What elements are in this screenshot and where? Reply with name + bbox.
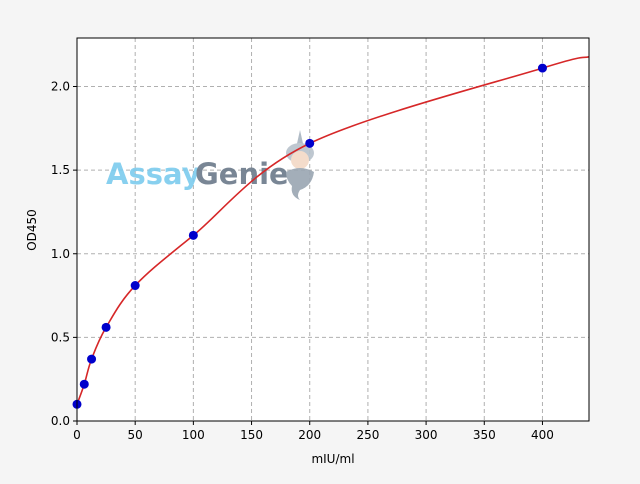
x-tick-label: 150 bbox=[240, 428, 263, 442]
x-tick-label: 350 bbox=[473, 428, 496, 442]
x-tick-label: 400 bbox=[531, 428, 554, 442]
data-point bbox=[130, 281, 140, 291]
y-axis-label: OD450 bbox=[25, 209, 39, 251]
data-point bbox=[188, 230, 198, 240]
y-tick-label: 0.0 bbox=[51, 414, 70, 428]
x-tick-label: 0 bbox=[73, 428, 81, 442]
y-tick-label: 1.5 bbox=[51, 163, 70, 177]
x-tick-label: 200 bbox=[298, 428, 321, 442]
data-point bbox=[101, 322, 111, 332]
plot-area bbox=[77, 38, 589, 421]
x-tick-label: 100 bbox=[182, 428, 205, 442]
data-point bbox=[537, 63, 547, 73]
data-point bbox=[87, 354, 97, 364]
y-tick-label: 0.5 bbox=[51, 330, 70, 344]
plot-frame bbox=[76, 37, 590, 422]
data-points bbox=[72, 63, 547, 409]
genie-mascot-icon bbox=[286, 130, 314, 200]
x-tick-label: 250 bbox=[356, 428, 379, 442]
svg-text:Assay: Assay bbox=[106, 157, 201, 191]
x-tick-label: 300 bbox=[415, 428, 438, 442]
axis-ticks: 0 50 100 150 200 250 300 350 400 0.0 0.5 1.0 1.5 2.0 bbox=[51, 80, 554, 442]
data-point bbox=[79, 379, 89, 389]
x-tick-label: 50 bbox=[128, 428, 143, 442]
data-point bbox=[305, 138, 315, 148]
fit-curve bbox=[76, 56, 590, 405]
x-axis-label: mIU/ml bbox=[311, 452, 354, 466]
svg-text:Genie: Genie bbox=[195, 157, 289, 191]
y-tick-label: 1.0 bbox=[51, 247, 70, 261]
y-tick-label: 2.0 bbox=[51, 80, 70, 94]
assaygenie-watermark: Assay Genie bbox=[106, 130, 314, 200]
